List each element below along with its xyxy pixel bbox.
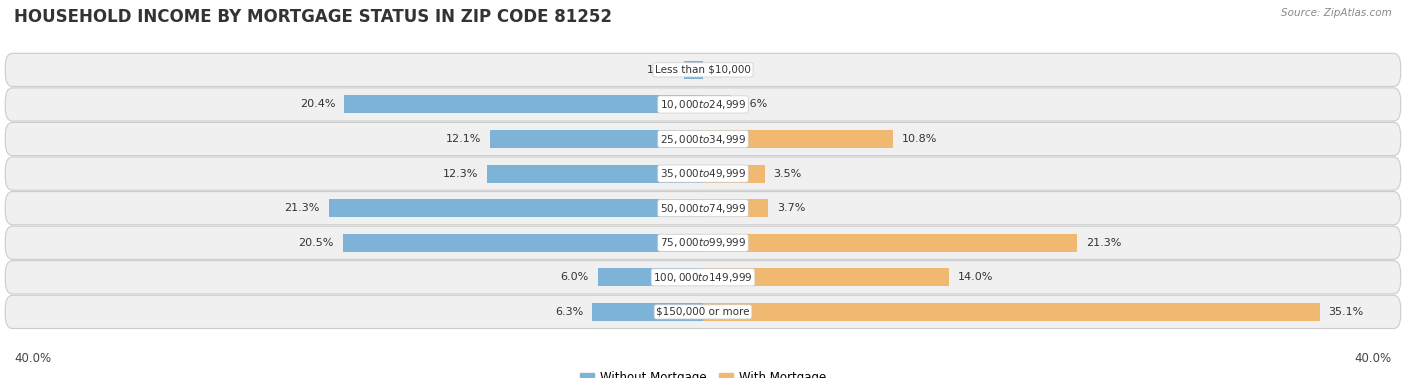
Text: $35,000 to $49,999: $35,000 to $49,999	[659, 167, 747, 180]
Text: 21.3%: 21.3%	[284, 203, 321, 213]
Text: 3.5%: 3.5%	[773, 169, 801, 178]
Text: 35.1%: 35.1%	[1329, 307, 1364, 317]
Bar	[703, 268, 949, 286]
Text: $25,000 to $34,999: $25,000 to $34,999	[659, 133, 747, 146]
Text: 1.6%: 1.6%	[740, 99, 768, 110]
FancyBboxPatch shape	[6, 122, 1400, 156]
Text: 6.3%: 6.3%	[555, 307, 583, 317]
Bar	[703, 130, 893, 148]
FancyBboxPatch shape	[6, 88, 1400, 121]
Text: 40.0%: 40.0%	[1355, 352, 1392, 364]
Bar	[329, 199, 703, 217]
FancyBboxPatch shape	[6, 295, 1400, 328]
Bar	[598, 268, 703, 286]
Bar	[491, 130, 703, 148]
FancyBboxPatch shape	[6, 192, 1400, 225]
Bar	[703, 234, 1077, 252]
Text: 6.0%: 6.0%	[561, 272, 589, 282]
Text: Less than $10,000: Less than $10,000	[655, 65, 751, 75]
Bar	[486, 164, 703, 183]
Text: HOUSEHOLD INCOME BY MORTGAGE STATUS IN ZIP CODE 81252: HOUSEHOLD INCOME BY MORTGAGE STATUS IN Z…	[14, 8, 612, 26]
Text: 14.0%: 14.0%	[957, 272, 993, 282]
Text: 0.0%: 0.0%	[711, 65, 740, 75]
Legend: Without Mortgage, With Mortgage: Without Mortgage, With Mortgage	[575, 367, 831, 378]
Text: 3.7%: 3.7%	[778, 203, 806, 213]
Bar	[703, 164, 765, 183]
Text: $50,000 to $74,999: $50,000 to $74,999	[659, 202, 747, 215]
Text: Source: ZipAtlas.com: Source: ZipAtlas.com	[1281, 8, 1392, 17]
Text: 12.1%: 12.1%	[446, 134, 481, 144]
Text: 40.0%: 40.0%	[14, 352, 51, 364]
Bar	[703, 96, 731, 113]
Text: $150,000 or more: $150,000 or more	[657, 307, 749, 317]
Bar	[344, 96, 703, 113]
Text: $10,000 to $24,999: $10,000 to $24,999	[659, 98, 747, 111]
Bar	[592, 303, 703, 321]
Text: 10.8%: 10.8%	[901, 134, 936, 144]
FancyBboxPatch shape	[6, 261, 1400, 294]
FancyBboxPatch shape	[6, 157, 1400, 190]
Text: $100,000 to $149,999: $100,000 to $149,999	[654, 271, 752, 284]
Bar	[683, 61, 703, 79]
FancyBboxPatch shape	[6, 53, 1400, 87]
Bar	[343, 234, 703, 252]
Text: 12.3%: 12.3%	[443, 169, 478, 178]
Text: 21.3%: 21.3%	[1087, 238, 1122, 248]
Text: 20.5%: 20.5%	[298, 238, 335, 248]
Bar	[703, 199, 768, 217]
Text: 20.4%: 20.4%	[301, 99, 336, 110]
Text: 1.1%: 1.1%	[647, 65, 675, 75]
Text: $75,000 to $99,999: $75,000 to $99,999	[659, 236, 747, 249]
Bar	[703, 303, 1320, 321]
FancyBboxPatch shape	[6, 226, 1400, 259]
